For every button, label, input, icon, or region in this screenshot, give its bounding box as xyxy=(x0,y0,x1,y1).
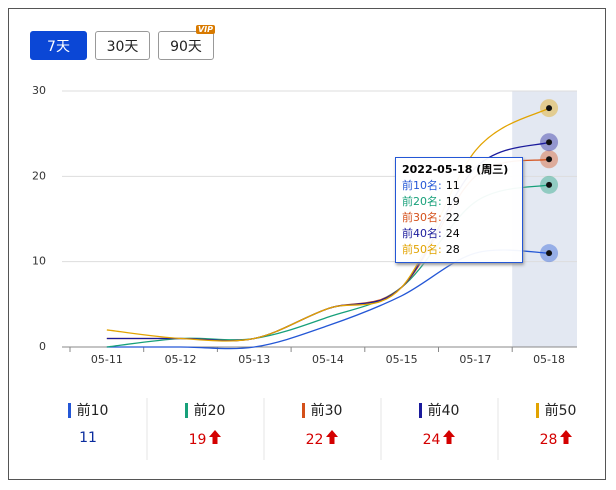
point xyxy=(546,156,553,163)
tooltip-value: 22 xyxy=(445,211,460,224)
legend-item: 前30 22 xyxy=(264,400,380,448)
legend-swatch xyxy=(301,402,305,418)
tab[interactable]: 90天 VIP xyxy=(158,25,215,60)
x-tick-label: 05-18 xyxy=(533,353,565,366)
y-tick-label: 10 xyxy=(32,255,46,268)
legend-item: 前10 11 xyxy=(30,400,146,446)
up-arrow-shape xyxy=(326,430,339,444)
series-line xyxy=(106,249,550,350)
legend-swatch xyxy=(67,402,71,418)
legend-label: 前50 xyxy=(544,403,577,419)
tooltip-value: 24 xyxy=(445,227,460,240)
tooltip-label: 前40名: xyxy=(402,227,442,240)
legend-item: 前20 19 xyxy=(147,400,263,448)
panel xyxy=(8,8,606,480)
legend-number: 24 xyxy=(422,432,441,448)
series-line xyxy=(106,107,550,342)
tooltip-value: 28 xyxy=(445,243,460,256)
legend-label: 前20 xyxy=(193,403,226,419)
x-tick-label: 05-13 xyxy=(238,353,270,366)
legend-number: 28 xyxy=(539,432,558,448)
tab[interactable]: 7天 xyxy=(30,31,87,60)
tooltip-value: 11 xyxy=(445,179,460,192)
point xyxy=(546,250,553,257)
legend-value: 24 xyxy=(381,430,497,448)
up-arrow-shape xyxy=(443,430,456,444)
tooltip-row: 前30名: 22 xyxy=(402,210,516,226)
x-tick-label: 05-11 xyxy=(91,353,123,366)
tooltip-row: 前50名: 28 xyxy=(402,242,516,258)
tab[interactable]: 30天 xyxy=(95,31,150,60)
up-arrow xyxy=(209,430,222,444)
tooltip-label: 前20名: xyxy=(402,195,442,208)
legend-item: 前40 24 xyxy=(381,400,497,448)
point xyxy=(546,139,553,146)
legend-label: 前30 xyxy=(310,403,343,419)
legend-number: 19 xyxy=(188,432,207,448)
point xyxy=(546,181,553,188)
y-tick-label: 30 xyxy=(32,84,46,97)
legend-number: 11 xyxy=(79,430,97,446)
legend-number: 22 xyxy=(305,432,324,448)
up-arrow xyxy=(443,430,456,444)
legend-swatch xyxy=(418,402,422,418)
legend-label: 前40 xyxy=(427,403,460,419)
tooltip-label: 前50名: xyxy=(402,243,442,256)
tooltip-row: 前20名: 19 xyxy=(402,194,516,210)
y-tick-label: 20 xyxy=(32,169,46,182)
point xyxy=(546,105,553,112)
up-arrow xyxy=(326,430,339,444)
legend-item: 前50 28 xyxy=(498,400,614,448)
tooltip: 2022-05-18 (周三) 前10名: 11 前20名: 19 前30名: 22 前40名… xyxy=(395,157,523,263)
legend-name: 前50 xyxy=(498,400,614,420)
x-tick-label: 05-17 xyxy=(459,353,491,366)
vip-badge: VIP xyxy=(195,25,215,34)
tooltip-row: 前40名: 24 xyxy=(402,226,516,242)
tooltip-label: 前30名: xyxy=(402,211,442,224)
legend-value: 22 xyxy=(264,430,380,448)
legend-value: 11 xyxy=(30,430,146,446)
x-tick-label: 05-15 xyxy=(386,353,418,366)
x-tick-label: 05-14 xyxy=(312,353,344,366)
legend-swatch xyxy=(535,402,539,418)
legend-label: 前10 xyxy=(76,403,109,419)
highlight-band xyxy=(512,91,577,347)
tooltip-row: 前10名: 11 xyxy=(402,178,516,194)
tooltip-value: 19 xyxy=(445,195,460,208)
legend-name: 前10 xyxy=(30,400,146,420)
legend-value: 28 xyxy=(498,430,614,448)
legend-name: 前20 xyxy=(147,400,263,420)
legend-name: 前40 xyxy=(381,400,497,420)
up-arrow-shape xyxy=(560,430,573,444)
legend-value: 19 xyxy=(147,430,263,448)
tooltip-label: 前10名: xyxy=(402,179,442,192)
up-arrow-shape xyxy=(209,430,222,444)
x-tick-label: 05-12 xyxy=(165,353,197,366)
up-arrow xyxy=(560,430,573,444)
y-tick-label: 0 xyxy=(39,340,46,353)
tooltip-title: 2022-05-18 (周三) xyxy=(402,163,509,176)
legend-swatch xyxy=(184,402,188,418)
legend-name: 前30 xyxy=(264,400,380,420)
